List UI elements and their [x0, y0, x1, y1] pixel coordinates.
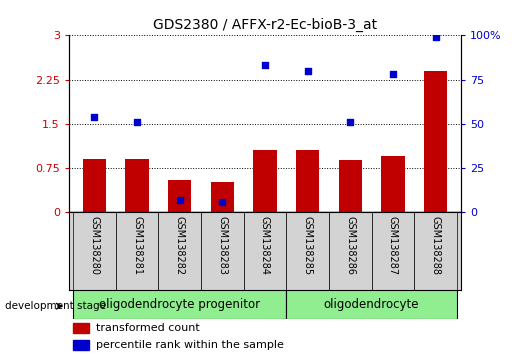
Text: oligodendrocyte: oligodendrocyte: [324, 298, 419, 311]
Bar: [168, 180, 191, 212]
Text: development stage: development stage: [5, 301, 107, 311]
Point: [303, 68, 312, 74]
Bar: [381, 156, 404, 212]
Text: GSM138286: GSM138286: [345, 216, 355, 275]
Bar: [73, 290, 286, 319]
Bar: [372, 212, 414, 290]
Bar: [414, 212, 457, 290]
Text: GSM138280: GSM138280: [90, 216, 100, 275]
Text: GSM138287: GSM138287: [388, 216, 398, 275]
Bar: [116, 212, 158, 290]
Text: GSM138283: GSM138283: [217, 216, 227, 275]
Bar: [73, 212, 116, 290]
Bar: [126, 159, 149, 212]
Bar: [158, 212, 201, 290]
Bar: [73, 340, 89, 350]
Text: transformed count: transformed count: [96, 323, 200, 333]
Text: GSM138284: GSM138284: [260, 216, 270, 275]
Bar: [286, 290, 457, 319]
Point: [431, 34, 440, 40]
Bar: [83, 159, 106, 212]
Bar: [296, 150, 320, 212]
Text: GSM138282: GSM138282: [175, 216, 185, 275]
Bar: [339, 160, 362, 212]
Point: [218, 199, 227, 205]
Bar: [253, 150, 277, 212]
Text: GSM138288: GSM138288: [430, 216, 440, 275]
Point: [175, 197, 184, 203]
Text: GSM138281: GSM138281: [132, 216, 142, 275]
Bar: [73, 323, 89, 333]
Point: [388, 72, 397, 77]
Text: GSM138285: GSM138285: [303, 216, 313, 275]
Text: percentile rank within the sample: percentile rank within the sample: [96, 340, 284, 350]
Bar: [244, 212, 286, 290]
Text: oligodendrocyte progenitor: oligodendrocyte progenitor: [99, 298, 260, 311]
Title: GDS2380 / AFFX-r2-Ec-bioB-3_at: GDS2380 / AFFX-r2-Ec-bioB-3_at: [153, 17, 377, 32]
Point: [133, 119, 142, 125]
Bar: [286, 212, 329, 290]
Bar: [201, 212, 244, 290]
Point: [261, 63, 269, 68]
Bar: [210, 182, 234, 212]
Bar: [424, 71, 447, 212]
Point: [346, 119, 355, 125]
Point: [90, 114, 99, 120]
Bar: [329, 212, 372, 290]
